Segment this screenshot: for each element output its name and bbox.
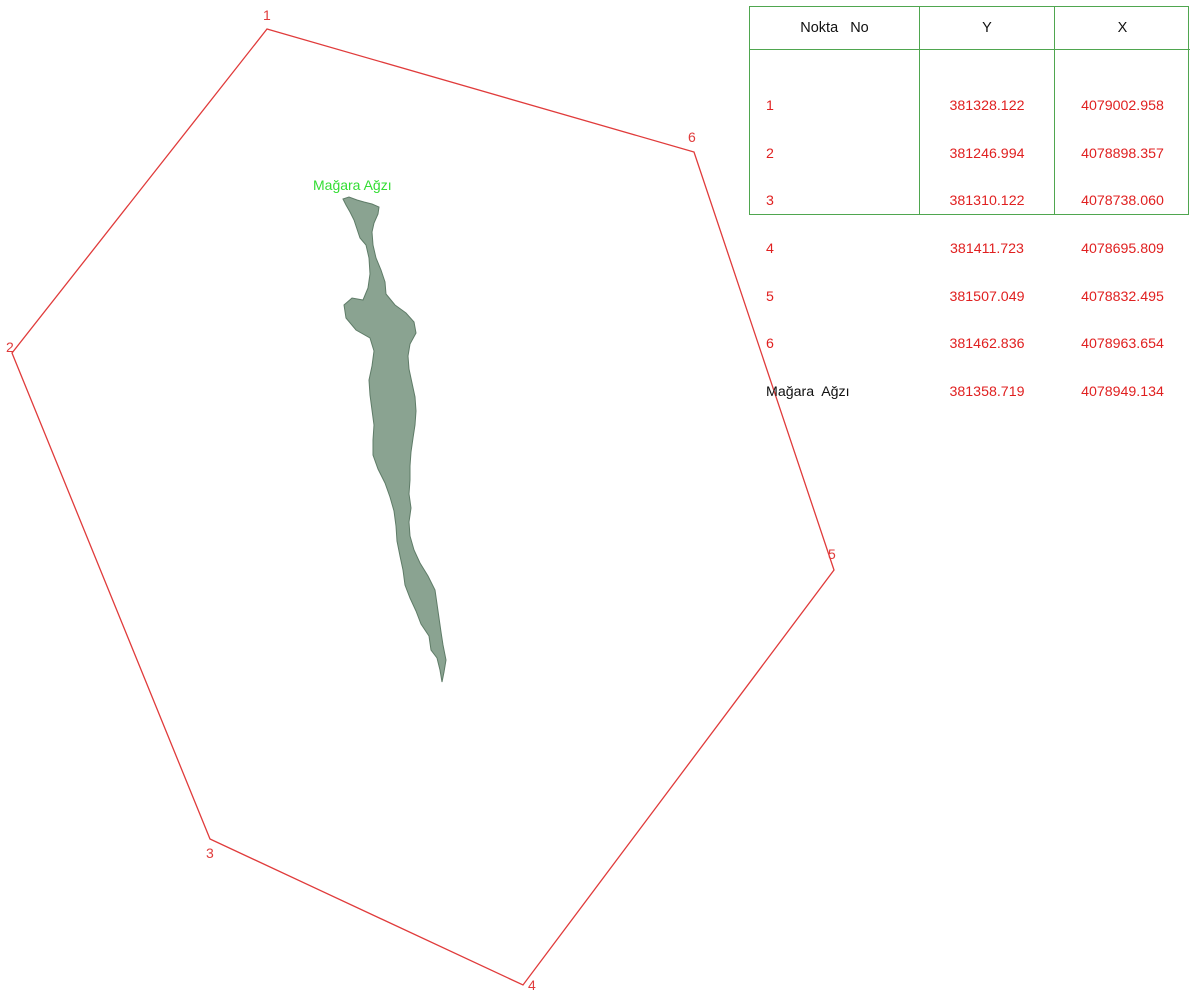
point-label-1: 1 (263, 7, 271, 23)
header-x: X (1055, 7, 1190, 50)
cell-y: 381462.836 (949, 336, 1025, 353)
cave-entrance-label: Mağara Ağzı (313, 177, 392, 193)
cell-y: 381310.122 (949, 193, 1025, 210)
cell-x: 4078963.654 (1081, 336, 1164, 353)
cell-y: 381358.719 (949, 384, 1025, 401)
header-point-no: Nokta No (750, 7, 919, 50)
cell-y: 381246.994 (949, 145, 1025, 162)
cell-y: 381411.723 (950, 240, 1024, 257)
cell-no: 4 (766, 240, 774, 257)
cell-no: 3 (766, 193, 774, 210)
column-point-no: Nokta No 1 2 3 4 5 6 Mağara Ağzı (750, 7, 920, 400)
cell-no: 2 (766, 145, 774, 162)
cell-x: 4078898.357 (1081, 145, 1164, 162)
column-x: X 4079002.958 4078898.357 4078738.060 40… (1055, 7, 1190, 400)
rows-y: 381328.122 381246.994 381310.122 381411.… (920, 67, 1054, 433)
point-label-2: 2 (6, 339, 14, 355)
cell-no: 1 (766, 97, 774, 114)
cell-no: Mağara Ağzı (766, 384, 850, 401)
boundary-polygon (11, 28, 835, 986)
point-labels: 1 2 3 4 5 6 (6, 7, 836, 993)
column-y: Y 381328.122 381246.994 381310.122 38141… (920, 7, 1055, 400)
rows-x: 4079002.958 4078898.357 4078738.060 4078… (1055, 67, 1190, 433)
cell-x: 4078949.134 (1081, 384, 1164, 401)
cell-no: 6 (766, 336, 774, 353)
coordinate-table: Nokta No 1 2 3 4 5 6 Mağara Ağzı Y 38132… (749, 6, 1190, 400)
point-label-3: 3 (206, 845, 214, 861)
cell-y: 381507.049 (949, 288, 1025, 305)
cell-no: 5 (766, 288, 774, 305)
rows-point-no: 1 2 3 4 5 6 Mağara Ağzı (750, 67, 919, 433)
point-label-4: 4 (528, 977, 536, 993)
cave-outline (342, 196, 447, 683)
cell-x: 4079002.958 (1081, 97, 1164, 114)
point-label-5: 5 (828, 546, 836, 562)
cell-x: 4078738.060 (1081, 193, 1164, 210)
cell-x: 4078695.809 (1081, 240, 1164, 257)
header-y: Y (920, 7, 1054, 50)
cell-x: 4078832.495 (1081, 288, 1164, 305)
cell-y: 381328.122 (949, 97, 1025, 114)
point-label-6: 6 (688, 129, 696, 145)
